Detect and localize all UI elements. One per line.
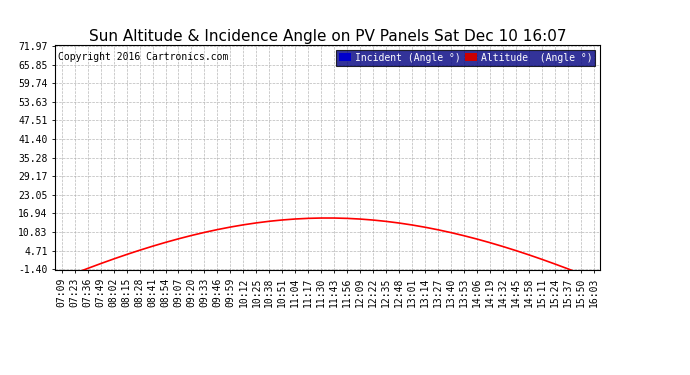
Title: Sun Altitude & Incidence Angle on PV Panels Sat Dec 10 16:07: Sun Altitude & Incidence Angle on PV Pan…: [89, 29, 566, 44]
Legend: Incident (Angle °), Altitude  (Angle °): Incident (Angle °), Altitude (Angle °): [336, 50, 595, 66]
Text: Copyright 2016 Cartronics.com: Copyright 2016 Cartronics.com: [58, 52, 228, 62]
